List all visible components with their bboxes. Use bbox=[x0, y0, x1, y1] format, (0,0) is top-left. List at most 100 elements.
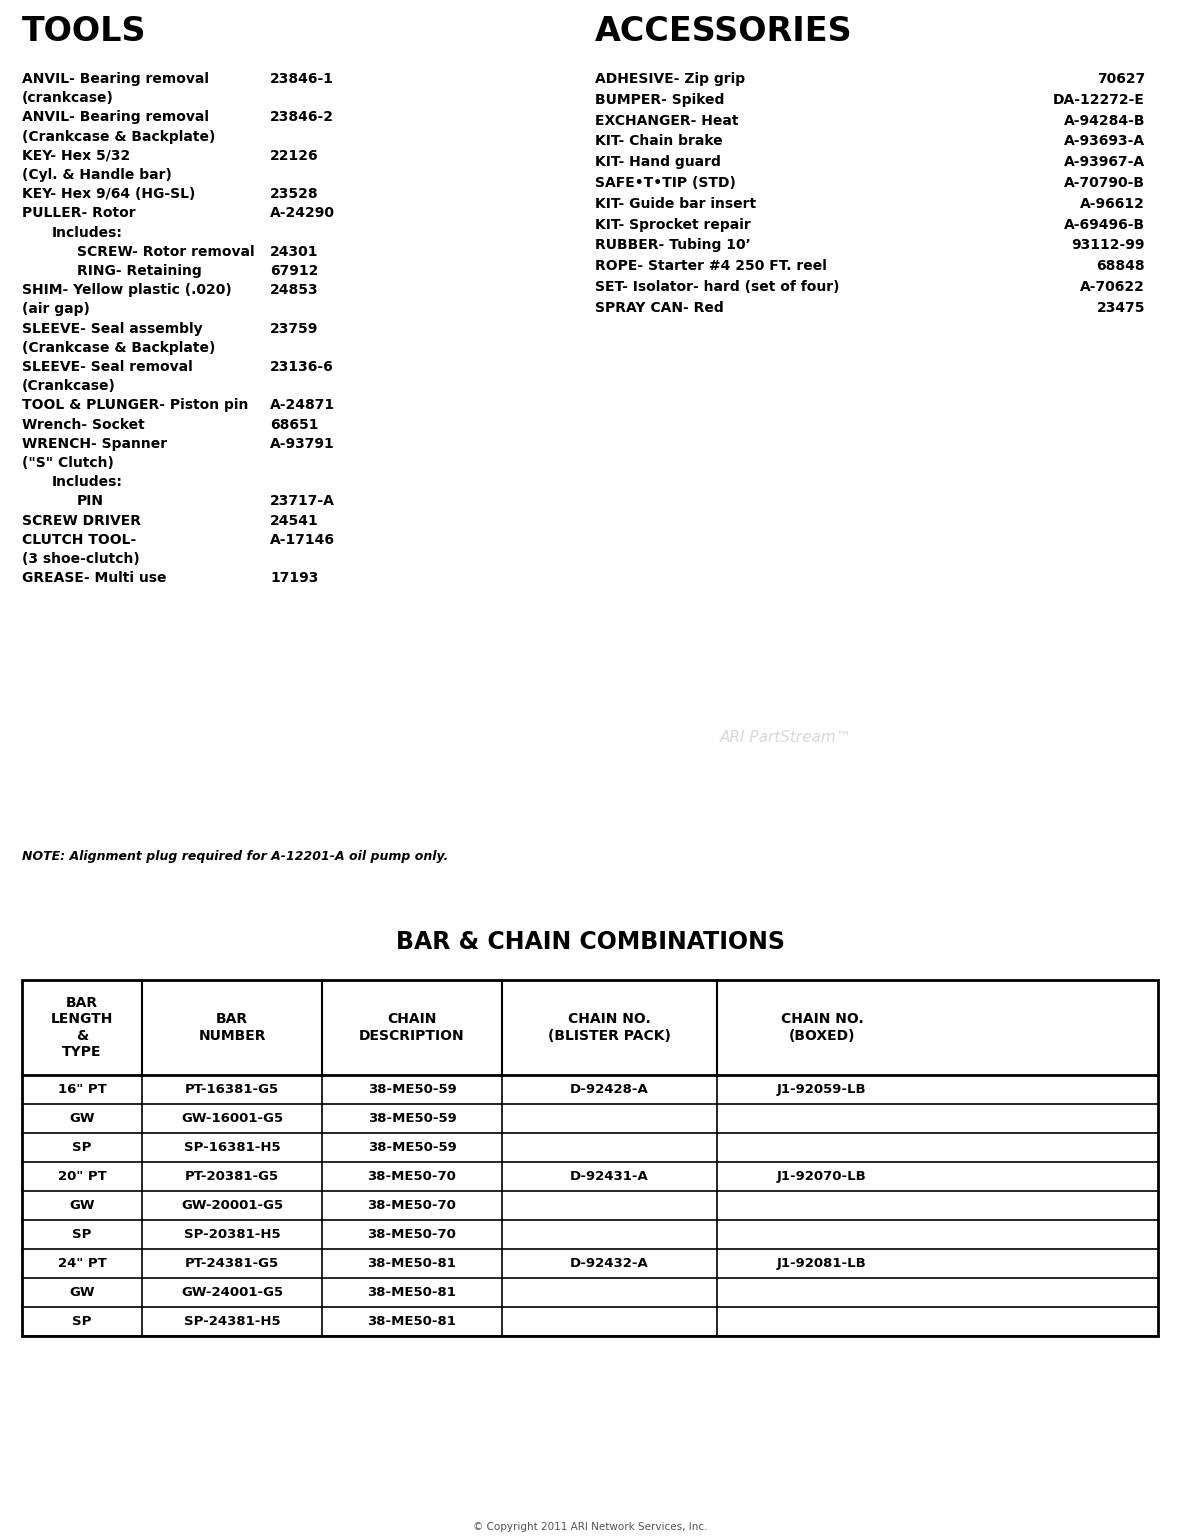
Text: Includes:: Includes: bbox=[52, 226, 123, 240]
Text: 17193: 17193 bbox=[270, 572, 319, 586]
Text: A-70790-B: A-70790-B bbox=[1064, 177, 1145, 191]
Text: 38-ME50-70: 38-ME50-70 bbox=[367, 1228, 457, 1240]
Text: ANVIL- Bearing removal: ANVIL- Bearing removal bbox=[22, 111, 209, 124]
Text: RING- Retaining: RING- Retaining bbox=[77, 264, 202, 278]
Text: SLEEVE- Seal removal: SLEEVE- Seal removal bbox=[22, 360, 192, 373]
Text: 68848: 68848 bbox=[1096, 260, 1145, 274]
Text: NOTE: Alignment plug required for A-12201-A oil pump only.: NOTE: Alignment plug required for A-1220… bbox=[22, 850, 448, 862]
Text: 23475: 23475 bbox=[1096, 301, 1145, 315]
Text: 93112-99: 93112-99 bbox=[1071, 238, 1145, 252]
Text: SLEEVE- Seal assembly: SLEEVE- Seal assembly bbox=[22, 321, 203, 335]
Text: GW-24001-G5: GW-24001-G5 bbox=[181, 1286, 283, 1299]
Text: ACCESSORIES: ACCESSORIES bbox=[595, 15, 853, 48]
Text: WRENCH- Spanner: WRENCH- Spanner bbox=[22, 437, 168, 450]
Text: A-93791: A-93791 bbox=[270, 437, 335, 450]
Text: A-69496-B: A-69496-B bbox=[1064, 218, 1145, 232]
Text: D-92431-A: D-92431-A bbox=[570, 1170, 649, 1183]
Text: PULLER- Rotor: PULLER- Rotor bbox=[22, 206, 136, 220]
Text: CHAIN NO.
(BLISTER PACK): CHAIN NO. (BLISTER PACK) bbox=[548, 1013, 671, 1042]
Text: KIT- Chain brake: KIT- Chain brake bbox=[595, 134, 722, 149]
Text: SCREW DRIVER: SCREW DRIVER bbox=[22, 513, 140, 527]
Text: 24541: 24541 bbox=[270, 513, 319, 527]
Text: 23528: 23528 bbox=[270, 188, 319, 201]
Text: 24853: 24853 bbox=[270, 283, 319, 297]
Text: KEY- Hex 9/64 (HG-SL): KEY- Hex 9/64 (HG-SL) bbox=[22, 188, 196, 201]
Text: (Crankcase & Backplate): (Crankcase & Backplate) bbox=[22, 129, 216, 143]
Text: KIT- Guide bar insert: KIT- Guide bar insert bbox=[595, 197, 756, 211]
Text: 38-ME50-59: 38-ME50-59 bbox=[368, 1140, 457, 1154]
Text: Wrench- Socket: Wrench- Socket bbox=[22, 418, 145, 432]
Text: KIT- Sprocket repair: KIT- Sprocket repair bbox=[595, 218, 750, 232]
Text: SP: SP bbox=[72, 1140, 92, 1154]
Text: RUBBER- Tubing 10’: RUBBER- Tubing 10’ bbox=[595, 238, 750, 252]
Text: ROPE- Starter #4 250 FT. reel: ROPE- Starter #4 250 FT. reel bbox=[595, 260, 827, 274]
Bar bbox=[22, 981, 1158, 1336]
Text: 38-ME50-81: 38-ME50-81 bbox=[367, 1257, 457, 1270]
Text: SET- Isolator- hard (set of four): SET- Isolator- hard (set of four) bbox=[595, 280, 839, 294]
Text: D-92428-A: D-92428-A bbox=[570, 1084, 649, 1096]
Text: SP-24381-H5: SP-24381-H5 bbox=[184, 1316, 281, 1328]
Text: GW: GW bbox=[70, 1111, 94, 1125]
Text: KEY- Hex 5/32: KEY- Hex 5/32 bbox=[22, 149, 130, 163]
Text: J1-92081-LB: J1-92081-LB bbox=[778, 1257, 867, 1270]
Text: 20" PT: 20" PT bbox=[58, 1170, 106, 1183]
Text: KIT- Hand guard: KIT- Hand guard bbox=[595, 155, 721, 169]
Text: A-17146: A-17146 bbox=[270, 533, 335, 547]
Text: 38-ME50-81: 38-ME50-81 bbox=[367, 1286, 457, 1299]
Text: 23136-6: 23136-6 bbox=[270, 360, 334, 373]
Text: SP-20381-H5: SP-20381-H5 bbox=[184, 1228, 281, 1240]
Text: SCREW- Rotor removal: SCREW- Rotor removal bbox=[77, 244, 255, 258]
Text: TOOL & PLUNGER- Piston pin: TOOL & PLUNGER- Piston pin bbox=[22, 398, 248, 412]
Text: 38-ME50-70: 38-ME50-70 bbox=[367, 1170, 457, 1183]
Text: (air gap): (air gap) bbox=[22, 303, 90, 317]
Text: ANVIL- Bearing removal: ANVIL- Bearing removal bbox=[22, 72, 209, 86]
Text: 23846-1: 23846-1 bbox=[270, 72, 334, 86]
Text: SPRAY CAN- Red: SPRAY CAN- Red bbox=[595, 301, 723, 315]
Text: GREASE- Multi use: GREASE- Multi use bbox=[22, 572, 166, 586]
Text: J1-92059-LB: J1-92059-LB bbox=[778, 1084, 867, 1096]
Text: 68651: 68651 bbox=[270, 418, 319, 432]
Text: 22126: 22126 bbox=[270, 149, 319, 163]
Text: A-93967-A: A-93967-A bbox=[1064, 155, 1145, 169]
Text: A-93693-A: A-93693-A bbox=[1064, 134, 1145, 149]
Text: SAFE•T•TIP (STD): SAFE•T•TIP (STD) bbox=[595, 177, 736, 191]
Text: EXCHANGER- Heat: EXCHANGER- Heat bbox=[595, 114, 739, 128]
Text: A-96612: A-96612 bbox=[1080, 197, 1145, 211]
Text: J1-92070-LB: J1-92070-LB bbox=[778, 1170, 867, 1183]
Text: Includes:: Includes: bbox=[52, 475, 123, 489]
Text: SHIM- Yellow plastic (.020): SHIM- Yellow plastic (.020) bbox=[22, 283, 231, 297]
Text: GW-16001-G5: GW-16001-G5 bbox=[181, 1111, 283, 1125]
Text: SP: SP bbox=[72, 1228, 92, 1240]
Text: 23717-A: 23717-A bbox=[270, 495, 335, 509]
Text: 38-ME50-59: 38-ME50-59 bbox=[368, 1084, 457, 1096]
Text: ("S" Clutch): ("S" Clutch) bbox=[22, 456, 114, 470]
Text: BAR
NUMBER: BAR NUMBER bbox=[198, 1013, 266, 1042]
Text: GW: GW bbox=[70, 1286, 94, 1299]
Text: © Copyright 2011 ARI Network Services, Inc.: © Copyright 2011 ARI Network Services, I… bbox=[473, 1522, 707, 1532]
Text: 16" PT: 16" PT bbox=[58, 1084, 106, 1096]
Text: A-24871: A-24871 bbox=[270, 398, 335, 412]
Text: BAR
LENGTH
&
TYPE: BAR LENGTH & TYPE bbox=[51, 996, 113, 1059]
Text: (crankcase): (crankcase) bbox=[22, 91, 114, 105]
Text: 24301: 24301 bbox=[270, 244, 319, 258]
Text: BAR & CHAIN COMBINATIONS: BAR & CHAIN COMBINATIONS bbox=[395, 930, 785, 954]
Text: A-24290: A-24290 bbox=[270, 206, 335, 220]
Text: GW-20001-G5: GW-20001-G5 bbox=[181, 1199, 283, 1213]
Text: (Crankcase): (Crankcase) bbox=[22, 380, 116, 393]
Text: 67912: 67912 bbox=[270, 264, 319, 278]
Text: (Crankcase & Backplate): (Crankcase & Backplate) bbox=[22, 341, 216, 355]
Text: 38-ME50-70: 38-ME50-70 bbox=[367, 1199, 457, 1213]
Text: CHAIN NO.
(BOXED): CHAIN NO. (BOXED) bbox=[781, 1013, 864, 1042]
Text: A-70622: A-70622 bbox=[1080, 280, 1145, 294]
Text: (Cyl. & Handle bar): (Cyl. & Handle bar) bbox=[22, 168, 172, 181]
Text: ADHESIVE- Zip grip: ADHESIVE- Zip grip bbox=[595, 72, 745, 86]
Text: A-94284-B: A-94284-B bbox=[1063, 114, 1145, 128]
Text: (3 shoe-clutch): (3 shoe-clutch) bbox=[22, 552, 139, 566]
Text: PT-16381-G5: PT-16381-G5 bbox=[185, 1084, 278, 1096]
Text: 70627: 70627 bbox=[1096, 72, 1145, 86]
Text: PT-24381-G5: PT-24381-G5 bbox=[185, 1257, 278, 1270]
Text: SP: SP bbox=[72, 1316, 92, 1328]
Text: SP-16381-H5: SP-16381-H5 bbox=[184, 1140, 281, 1154]
Text: TOOLS: TOOLS bbox=[22, 15, 146, 48]
Text: D-92432-A: D-92432-A bbox=[570, 1257, 649, 1270]
